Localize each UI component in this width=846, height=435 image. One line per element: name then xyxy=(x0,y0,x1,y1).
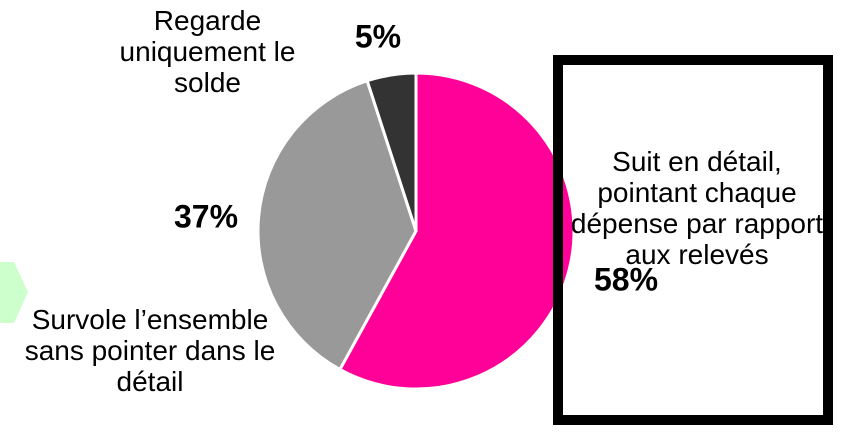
callout-box xyxy=(553,55,833,425)
pie-slice xyxy=(256,78,418,372)
pie xyxy=(256,71,576,391)
value-label: 58% xyxy=(593,261,659,298)
category-label: Suit en détail, pointant chaque dépense … xyxy=(570,146,824,270)
arrow-decoration xyxy=(0,262,28,323)
value-label: 37% xyxy=(173,198,239,235)
category-label: Survole l’ensemble sans pointer dans le … xyxy=(24,304,276,397)
value-label: 5% xyxy=(354,18,402,55)
pie-slice xyxy=(365,71,418,232)
category-label: Regarde uniquement le solde xyxy=(119,5,296,98)
pie-slice xyxy=(337,71,576,391)
